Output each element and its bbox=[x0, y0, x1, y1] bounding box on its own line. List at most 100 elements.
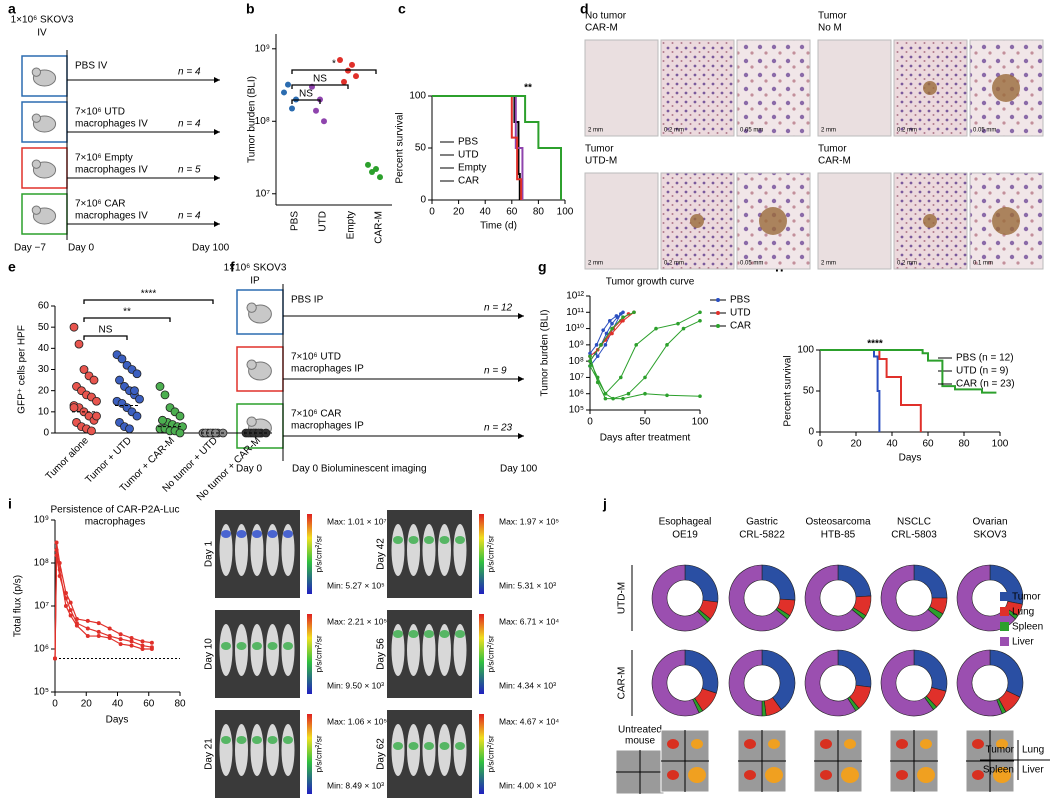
flux-point bbox=[53, 656, 57, 661]
signal bbox=[252, 736, 262, 744]
color-bar bbox=[479, 614, 484, 694]
organ-signal bbox=[820, 739, 832, 749]
group-label: macrophages IP bbox=[291, 364, 364, 375]
max-label: Max: 2.21 × 10⁵ bbox=[327, 616, 387, 626]
data-point bbox=[289, 105, 295, 112]
signal bbox=[439, 630, 450, 638]
growth-point bbox=[588, 351, 592, 356]
signal bbox=[283, 530, 293, 538]
data-point bbox=[130, 386, 139, 396]
chart-title: macrophages bbox=[85, 517, 146, 528]
group-label: 7×10⁶ CAR bbox=[291, 409, 342, 420]
y-tick-label: 10⁸ bbox=[569, 356, 584, 367]
legend-label: PBS (n = 12) bbox=[956, 353, 1014, 364]
arrow-head bbox=[214, 175, 220, 181]
max-label: Max: 1.97 × 10⁵ bbox=[499, 516, 559, 526]
group-label: macrophages IV bbox=[75, 211, 148, 222]
annotation: **** bbox=[867, 339, 883, 350]
growth-point bbox=[610, 331, 614, 336]
legend-label: Spleen bbox=[1012, 622, 1043, 633]
bracket bbox=[291, 99, 321, 104]
unit-label: p/s/cm²/sr bbox=[485, 735, 495, 772]
flux-point bbox=[54, 548, 59, 553]
growth-point bbox=[621, 396, 625, 401]
legend-label: UTD (n = 9) bbox=[956, 366, 1009, 377]
panel-label: d bbox=[580, 1, 589, 17]
x-tick-label: 0 bbox=[429, 207, 435, 218]
x-tick-label: 100 bbox=[692, 417, 709, 428]
day-label: Day 0 bbox=[68, 243, 95, 254]
flux-point bbox=[149, 640, 154, 645]
stain bbox=[992, 207, 1020, 235]
histology-image bbox=[584, 172, 659, 270]
signal bbox=[252, 530, 262, 538]
row-label: CAR-M bbox=[617, 667, 628, 700]
x-tick-label: 80 bbox=[958, 439, 970, 450]
data-point bbox=[353, 73, 359, 80]
survival-line bbox=[432, 95, 563, 200]
data-point bbox=[79, 365, 89, 374]
x-tick-label: Empty bbox=[346, 211, 357, 239]
column-title: SKOV3 bbox=[973, 530, 1007, 541]
organ-signal bbox=[691, 739, 703, 749]
flux-point bbox=[140, 643, 145, 648]
signal bbox=[236, 642, 247, 650]
growth-point bbox=[665, 343, 669, 347]
x-tick-label: 60 bbox=[143, 699, 155, 710]
legend-label: PBS bbox=[458, 137, 478, 148]
organ-signal bbox=[841, 767, 859, 783]
flux-point bbox=[149, 647, 154, 651]
data-point bbox=[74, 339, 84, 349]
scale-label: 0.05 mm bbox=[740, 128, 763, 134]
donut-segment bbox=[651, 564, 709, 632]
quad-label: Liver bbox=[1022, 765, 1044, 776]
legend-label: UTD bbox=[458, 150, 479, 161]
flux-point bbox=[129, 643, 134, 648]
legend-label: Empty bbox=[458, 163, 486, 174]
signal bbox=[393, 742, 403, 750]
color-bar bbox=[307, 714, 312, 794]
significance: NS bbox=[313, 74, 327, 85]
legend-label: CAR bbox=[730, 321, 751, 332]
day-label: Day 100 bbox=[192, 243, 230, 254]
flux-point bbox=[107, 636, 112, 641]
y-tick-label: 10⁸ bbox=[255, 116, 270, 127]
scale-label: 0.2 mm bbox=[664, 261, 684, 267]
y-tick-label: 10⁷ bbox=[255, 188, 270, 199]
significance: NS bbox=[99, 325, 113, 336]
bracket bbox=[83, 335, 128, 340]
flux-point bbox=[85, 626, 90, 631]
signal bbox=[236, 530, 247, 538]
donut-segment bbox=[804, 564, 864, 632]
signal bbox=[267, 736, 278, 744]
data-point bbox=[155, 382, 165, 391]
min-label: Min: 4.00 × 10³ bbox=[499, 780, 556, 790]
header: 1×10⁶ SKOV3 bbox=[224, 263, 287, 274]
signal bbox=[408, 630, 419, 638]
x-tick-label: 20 bbox=[81, 699, 93, 710]
group-label: macrophages IV bbox=[75, 165, 148, 176]
mouse-body bbox=[407, 524, 420, 576]
x-axis-label: Time (d) bbox=[480, 221, 517, 232]
growth-point bbox=[632, 310, 636, 315]
signal bbox=[439, 742, 450, 750]
min-label: Min: 9.50 × 10³ bbox=[327, 680, 384, 690]
data-point bbox=[117, 354, 127, 364]
group-n: n = 4 bbox=[178, 119, 201, 130]
flux-point bbox=[85, 634, 90, 639]
flux-line bbox=[54, 555, 152, 659]
data-point bbox=[89, 375, 99, 385]
min-label: Min: 4.34 × 10³ bbox=[499, 680, 556, 690]
survival-line bbox=[820, 349, 922, 432]
scale-label: 0.05 mm bbox=[973, 128, 996, 134]
flux-point bbox=[68, 600, 73, 605]
y-tick-label: 0 bbox=[808, 427, 814, 438]
max-label: Max: 1.01 × 10⁷ bbox=[327, 516, 387, 526]
color-bar bbox=[307, 514, 312, 594]
donut-segment bbox=[913, 564, 948, 599]
growth-point bbox=[619, 375, 623, 380]
column-title: CRL-5822 bbox=[739, 530, 785, 541]
x-tick-label: 100 bbox=[992, 439, 1009, 450]
flux-point bbox=[118, 642, 123, 647]
histology-image bbox=[584, 39, 659, 137]
